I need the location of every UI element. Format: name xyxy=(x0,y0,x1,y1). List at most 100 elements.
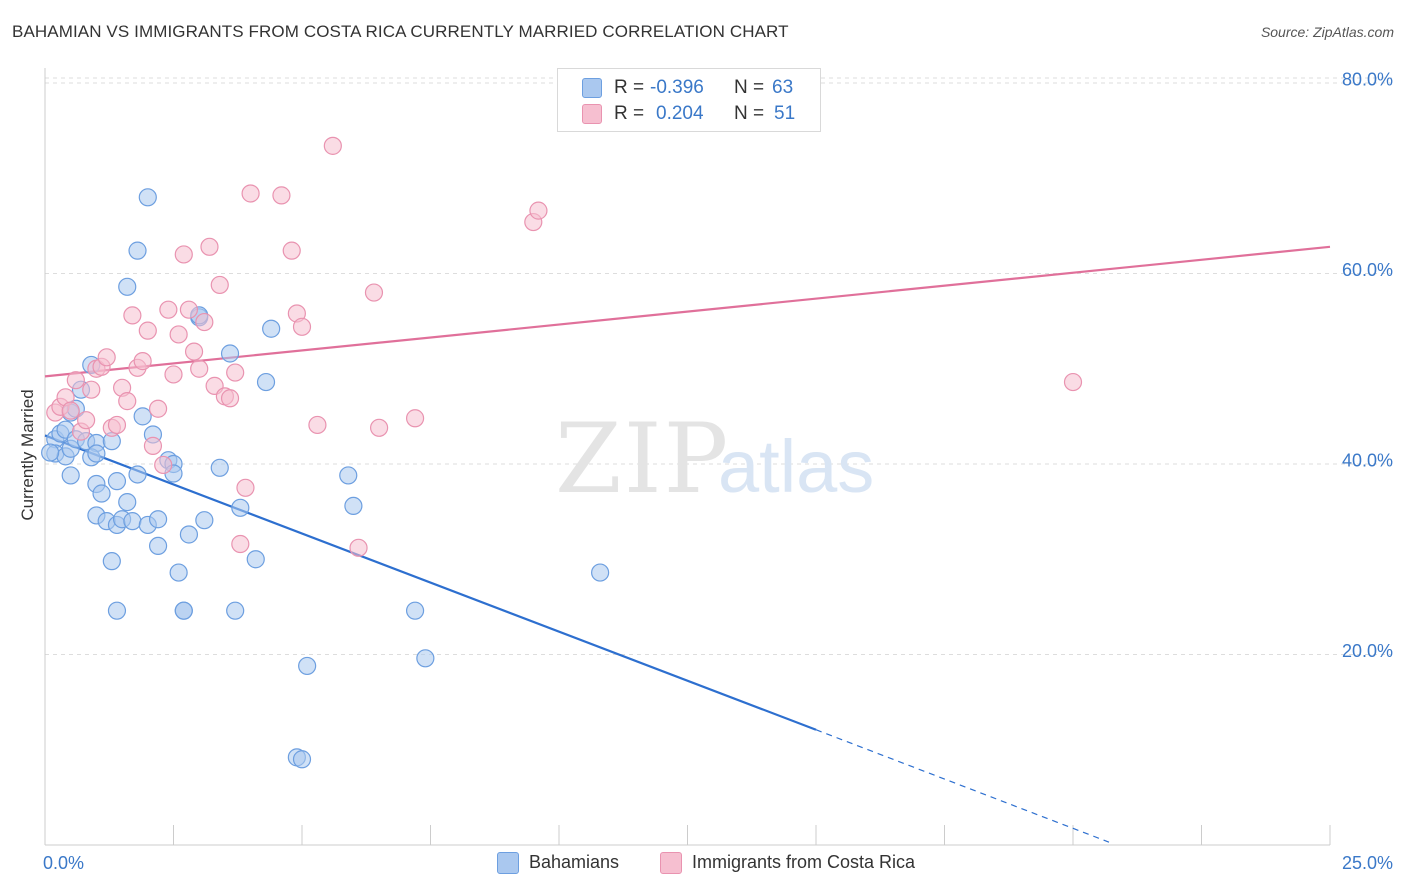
costa-rica-point xyxy=(97,348,116,367)
legend-stats: R = -0.396 N = 63 R = 0.204 N = 51 xyxy=(557,68,821,132)
costa-rica-point xyxy=(236,478,255,497)
bahamian-point xyxy=(210,458,229,477)
legend-r-value: -0.396 xyxy=(650,77,704,98)
bahamian-point xyxy=(246,550,265,569)
costa-rica-point xyxy=(179,300,199,319)
bahamian-point xyxy=(591,563,610,582)
y-tick-label: 80.0% xyxy=(1342,70,1393,90)
costa-rica-point xyxy=(133,352,152,371)
watermark-atlas: atlas xyxy=(718,425,874,508)
costa-rica-point xyxy=(308,415,327,435)
bahamian-point xyxy=(87,444,106,463)
costa-rica-point xyxy=(272,186,291,205)
costa-rica-point xyxy=(138,321,157,340)
legend-n-label: N = xyxy=(734,77,765,98)
bahamian-trend-extension xyxy=(815,729,1110,843)
costa-rica-point xyxy=(292,317,312,336)
legend-swatch-pink xyxy=(660,852,682,874)
legend-swatch-blue xyxy=(582,78,602,98)
costa-rica-point xyxy=(143,436,163,455)
watermark-zip: ZIP xyxy=(555,403,730,515)
costa-rica-point xyxy=(169,325,188,344)
legend-n-value: 63 xyxy=(772,77,794,98)
legend-r-label: R = xyxy=(614,77,645,98)
bahamian-point xyxy=(416,649,435,668)
bahamian-point xyxy=(133,407,152,426)
bahamian-point xyxy=(169,563,188,582)
bahamian-point xyxy=(262,319,281,338)
costa-rica-point xyxy=(323,136,342,155)
x-tick-label: 25.0% xyxy=(1342,853,1393,873)
bahamian-point xyxy=(174,601,193,620)
legend-r-label: R = xyxy=(614,103,645,124)
x-tick-label: 0.0% xyxy=(43,853,84,873)
bahamian-point xyxy=(292,750,312,769)
bahamian-point xyxy=(179,525,199,544)
costa-rica-point xyxy=(226,363,245,382)
bahamian-point xyxy=(123,512,142,531)
costa-rica-point xyxy=(529,201,548,220)
bahamian-point xyxy=(41,443,60,462)
bahamian-point xyxy=(405,601,425,620)
y-axis-label: Currently Married xyxy=(18,389,37,521)
y-tick-label: 40.0% xyxy=(1342,451,1393,471)
costa-rica-point xyxy=(164,365,183,384)
costa-rica-point xyxy=(190,359,209,378)
bahamian-point xyxy=(226,601,245,620)
costa-rica-point xyxy=(210,275,229,295)
costa-rica-point xyxy=(159,300,178,319)
bahamian-point xyxy=(118,277,137,296)
costa-rica-point xyxy=(123,306,142,325)
costa-rica-point xyxy=(220,389,240,408)
legend-costa-rica-label: Immigrants from Costa Rica xyxy=(692,852,916,872)
costa-rica-trend-line xyxy=(44,245,1331,378)
costa-rica-point xyxy=(77,411,96,430)
costa-rica-point xyxy=(349,538,368,557)
chart-title: BAHAMIAN VS IMMIGRANTS FROM COSTA RICA C… xyxy=(12,22,789,41)
costa-rica-point xyxy=(154,455,173,475)
costa-rica-point xyxy=(282,241,301,260)
costa-rica-point xyxy=(200,237,219,256)
legend-swatch-pink xyxy=(582,104,602,124)
costa-rica-point xyxy=(66,371,85,390)
bahamian-point xyxy=(231,498,250,517)
bahamian-point xyxy=(61,466,80,485)
costa-rica-point xyxy=(118,392,137,411)
costa-rica-point xyxy=(148,399,168,418)
legend-r-value: 0.204 xyxy=(656,103,704,124)
legend-bahamians-label: Bahamians xyxy=(529,852,620,872)
legend-swatch-blue xyxy=(497,852,519,874)
bahamian-point xyxy=(102,552,121,571)
y-tick-label: 60.0% xyxy=(1342,260,1393,280)
costa-rica-point xyxy=(405,409,425,428)
bahamian-point xyxy=(298,656,317,676)
bahamian-trend-line xyxy=(44,434,817,731)
legend-n-label: N = xyxy=(734,103,765,124)
bahamian-point xyxy=(92,484,111,503)
costa-rica-point xyxy=(364,283,384,302)
costa-rica-point xyxy=(1063,372,1083,392)
costa-rica-point xyxy=(231,534,250,554)
costa-rica-point xyxy=(184,342,204,361)
bahamian-point xyxy=(107,601,127,620)
costa-rica-point xyxy=(107,415,127,435)
legend-n-value: 51 xyxy=(774,103,796,124)
costa-rica-point xyxy=(241,184,260,203)
bahamian-point xyxy=(256,372,276,392)
costa-rica-point xyxy=(82,380,101,399)
bahamian-point xyxy=(344,496,363,516)
bahamian-point xyxy=(339,466,358,485)
bahamian-point xyxy=(128,465,147,484)
bahamian-point xyxy=(148,536,168,556)
costa-rica-point xyxy=(61,401,80,420)
bahamian-point xyxy=(220,344,240,363)
costa-rica-point xyxy=(195,312,214,332)
bahamian-point xyxy=(195,511,214,530)
bahamian-point xyxy=(148,510,168,529)
bahamian-point xyxy=(128,241,147,260)
costa-rica-point xyxy=(174,245,193,264)
y-tick-label: 20.0% xyxy=(1342,641,1393,661)
costa-rica-point xyxy=(370,418,389,437)
source-label: Source: ZipAtlas.com xyxy=(1260,24,1394,40)
